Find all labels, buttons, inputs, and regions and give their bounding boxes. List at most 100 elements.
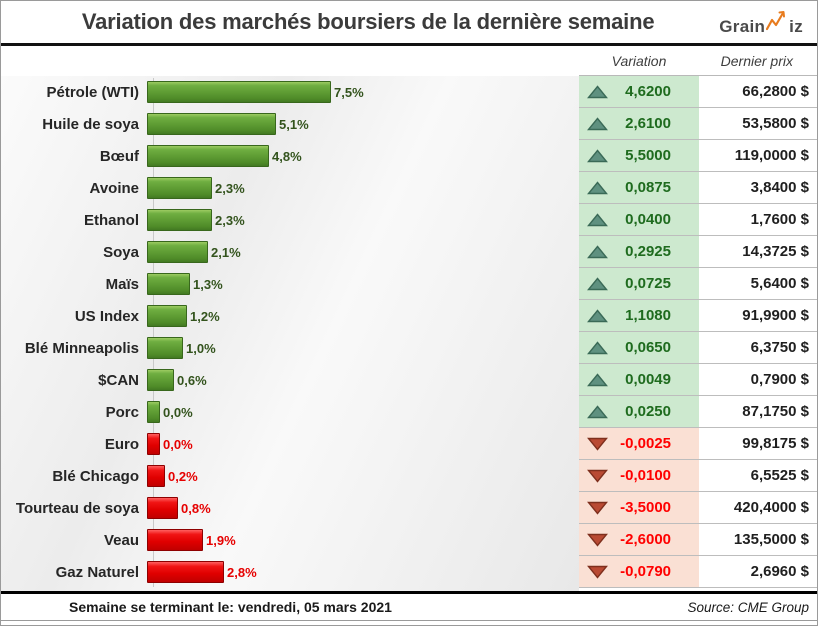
variation-cell: 0,0400 <box>579 204 699 236</box>
variation-cell: 1,1080 <box>579 300 699 332</box>
row-category-label: Blé Minneapolis <box>24 339 139 357</box>
variation-value: -0,0025 <box>620 435 671 452</box>
last-price-value: 3,8400 $ <box>699 172 817 204</box>
triangle-down-icon <box>587 533 608 547</box>
variation-cell: -0,0790 <box>579 556 699 588</box>
row-category-label: Huile de soya <box>42 115 139 133</box>
last-price-value: 0,7900 $ <box>699 364 817 396</box>
triangle-down-icon <box>587 469 608 483</box>
positive-bar <box>147 209 212 231</box>
positive-bar <box>147 81 331 103</box>
bar-percent-label: 0,8% <box>181 500 211 516</box>
last-price-value: 5,6400 $ <box>699 268 817 300</box>
last-price-value: 87,1750 $ <box>699 396 817 428</box>
negative-bar <box>147 529 203 551</box>
row-category-label: Soya <box>103 243 139 261</box>
bar-cell: 1,9% <box>143 524 579 556</box>
negative-bar <box>147 561 224 583</box>
triangle-down-icon <box>587 437 608 451</box>
row-category-label: Bœuf <box>99 147 139 165</box>
page-title: Variation des marchés boursiers de la de… <box>81 9 655 34</box>
table-row: Huile de soya 5,1% 2,6100 53,5800 $ <box>1 108 817 140</box>
bar-cell: 1,3% <box>143 268 579 300</box>
bar-cell: 7,5% <box>143 76 579 108</box>
table-row: Maïs 1,3% 0,0725 5,6400 $ <box>1 268 817 300</box>
variation-value: 1,1080 <box>625 307 671 324</box>
table-row: Euro 0,0% -0,0025 99,8175 $ <box>1 428 817 460</box>
row-category-label: Euro <box>104 435 139 453</box>
table-row: Pétrole (WTI) 7,5% 4,6200 66,2800 $ <box>1 76 817 108</box>
variation-cell: 0,0650 <box>579 332 699 364</box>
bar-cell: 0,8% <box>143 492 579 524</box>
last-price-value: 420,4000 $ <box>699 492 817 524</box>
last-price-value: 14,3725 $ <box>699 236 817 268</box>
positive-bar <box>147 305 187 327</box>
bar-percent-label: 1,2% <box>190 308 220 324</box>
bar-cell: 0,2% <box>143 460 579 492</box>
triangle-down-icon <box>587 501 608 515</box>
triangle-up-icon <box>587 180 608 195</box>
grainwiz-logo: Grain iz <box>719 8 807 37</box>
triangle-up-icon <box>587 148 608 163</box>
bar-cell: 2,3% <box>143 204 579 236</box>
logo-text-grain: Grain <box>719 16 766 36</box>
row-category-label: Veau <box>103 531 139 549</box>
bar-percent-label: 1,9% <box>206 532 236 548</box>
table-row: Tourteau de soya 0,8% -3,5000 420,4000 $ <box>1 492 817 524</box>
positive-bar <box>147 113 276 135</box>
last-price-value: 99,8175 $ <box>699 428 817 460</box>
report-header: Variation des marchés boursiers de la de… <box>1 1 817 43</box>
triangle-up-icon <box>587 84 608 99</box>
chart-baseline-axis <box>153 78 154 587</box>
variation-value: 0,2925 <box>625 243 671 260</box>
triangle-up-icon <box>587 244 608 259</box>
variation-value: 4,6200 <box>625 83 671 100</box>
table-row: Ethanol 2,3% 0,0400 1,7600 $ <box>1 204 817 236</box>
bar-percent-label: 2,3% <box>215 180 245 196</box>
bar-percent-label: 0,6% <box>177 372 207 388</box>
variation-cell: -2,6000 <box>579 524 699 556</box>
bar-cell: 5,1% <box>143 108 579 140</box>
bar-cell: 2,1% <box>143 236 579 268</box>
variation-cell: 0,0725 <box>579 268 699 300</box>
bar-percent-label: 2,1% <box>211 244 241 260</box>
column-header-variation: Variation <box>579 46 699 76</box>
triangle-up-icon <box>587 404 608 419</box>
variation-value: 0,0049 <box>625 371 671 388</box>
header-divider <box>1 43 817 46</box>
variation-value: 0,0725 <box>625 275 671 292</box>
triangle-up-icon <box>587 276 608 291</box>
table-column-headers: Variation Dernier prix <box>1 46 817 76</box>
positive-bar <box>147 177 212 199</box>
bar-percent-label: 1,0% <box>186 340 216 356</box>
bar-cell: 1,2% <box>143 300 579 332</box>
column-header-last-price: Dernier prix <box>699 46 817 76</box>
logo-chart-zigzag-icon <box>766 10 786 30</box>
variation-cell: 0,0250 <box>579 396 699 428</box>
positive-bar <box>147 337 183 359</box>
negative-bar <box>147 433 160 455</box>
chart-and-table-rows: Pétrole (WTI) 7,5% 4,6200 66,2800 $ Huile de… <box>1 76 817 591</box>
row-category-label: Gaz Naturel <box>55 563 139 581</box>
variation-value: -0,0100 <box>620 467 671 484</box>
table-row: Soya 2,1% 0,2925 14,3725 $ <box>1 236 817 268</box>
bar-cell: 1,0% <box>143 332 579 364</box>
bar-cell: 0,0% <box>143 428 579 460</box>
variation-value: 5,5000 <box>625 147 671 164</box>
variation-cell: 5,5000 <box>579 140 699 172</box>
variation-value: 0,0875 <box>625 179 671 196</box>
variation-cell: 0,2925 <box>579 236 699 268</box>
last-price-value: 119,0000 $ <box>699 140 817 172</box>
bar-percent-label: 4,8% <box>272 148 302 164</box>
bar-percent-label: 7,5% <box>334 84 364 100</box>
source-label: Source: CME Group <box>687 599 809 615</box>
logo-text-iz: iz <box>789 16 803 36</box>
last-price-value: 2,6960 $ <box>699 556 817 588</box>
row-category-label: US Index <box>74 307 139 325</box>
variation-value: 0,0250 <box>625 403 671 420</box>
positive-bar <box>147 145 269 167</box>
row-category-label: $CAN <box>98 371 139 389</box>
last-price-value: 66,2800 $ <box>699 76 817 108</box>
triangle-up-icon <box>587 212 608 227</box>
